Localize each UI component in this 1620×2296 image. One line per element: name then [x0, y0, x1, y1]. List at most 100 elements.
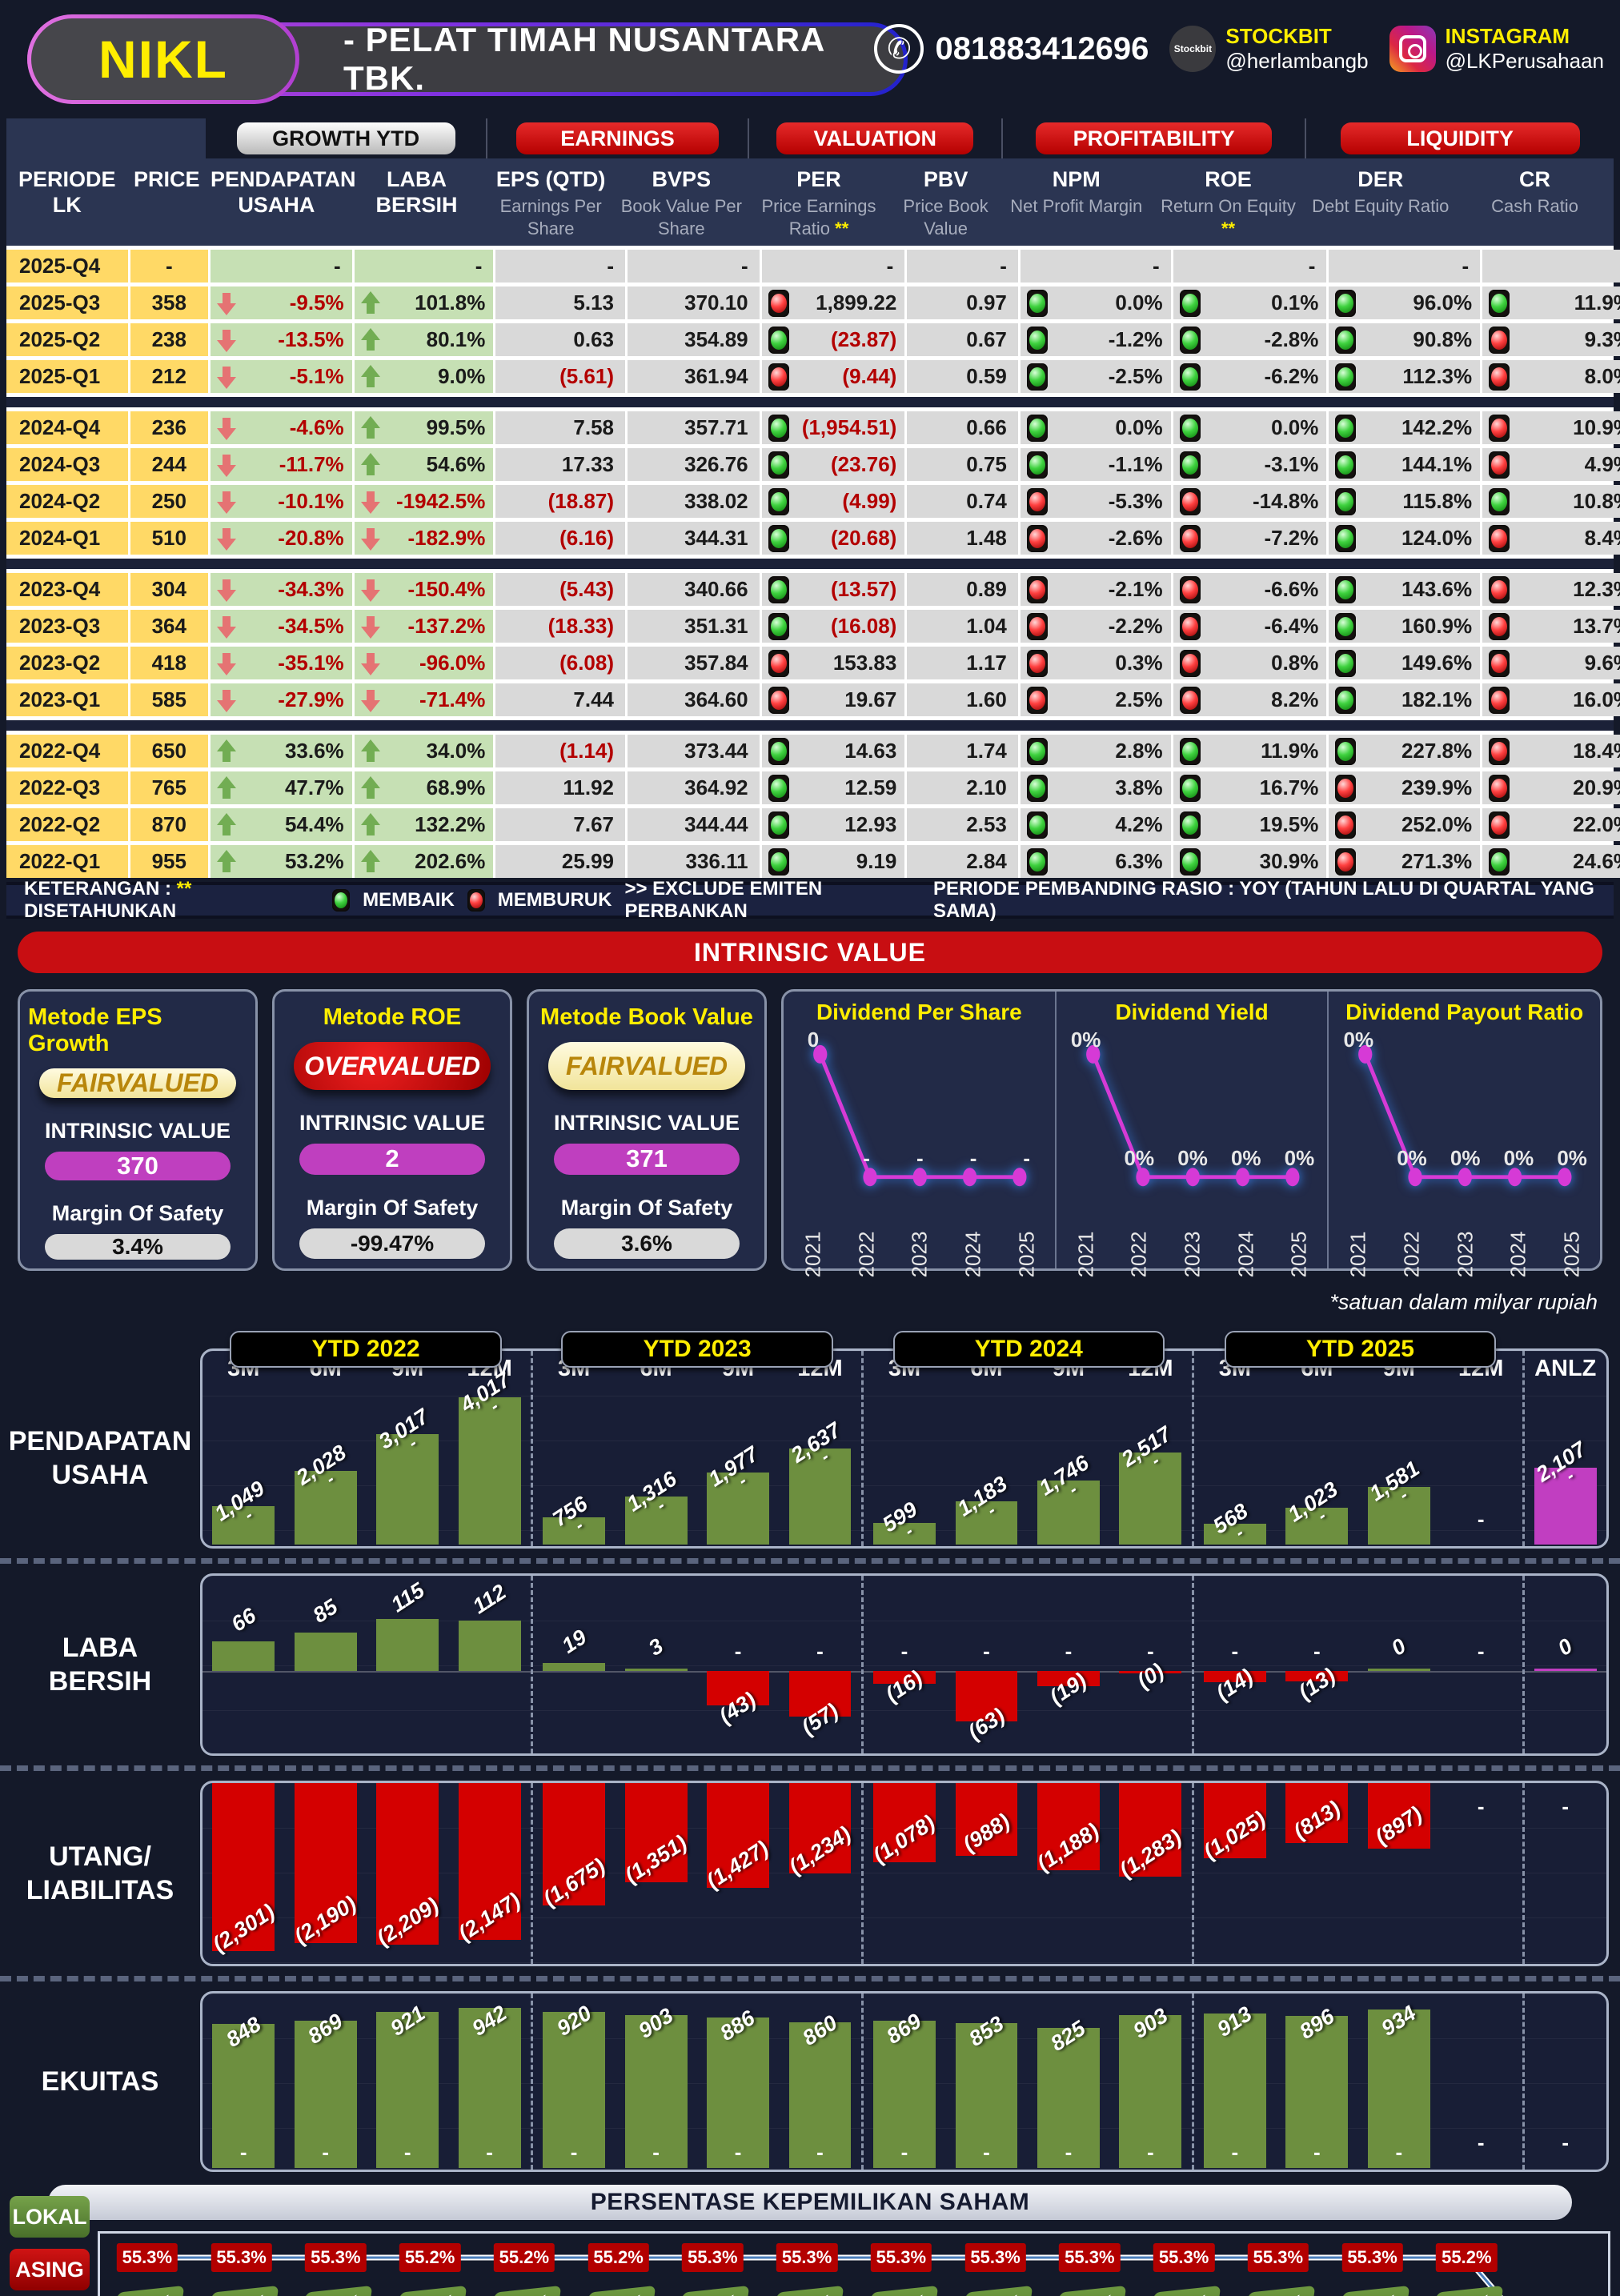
chart-column: 6M 1,183-	[945, 1351, 1027, 1546]
chart-column: 85	[284, 1576, 367, 1753]
cell-roe: -6.4%	[1173, 610, 1327, 643]
cell-npm: 4.2%	[1020, 808, 1171, 842]
bar-value: 0	[1387, 1633, 1411, 1661]
cell-pendapatan-growth: -27.9%	[210, 683, 352, 717]
traffic-light-red-icon	[1179, 612, 1201, 640]
valuation-status-badge: FAIRVALUED	[548, 1042, 745, 1090]
up-arrow-icon	[360, 775, 380, 800]
table-body: 2025-Q4-----------2025-Q3358-9.5%101.8%5…	[6, 246, 1620, 879]
chart-column: 869-	[284, 1993, 366, 2170]
cell-per: (9.44)	[761, 360, 905, 394]
cell-eps: (1.14)	[495, 735, 625, 768]
chart-row-separator	[0, 1976, 1620, 1982]
intrinsic-value: 2	[299, 1143, 485, 1175]
cell-laba-growth: 202.6%	[354, 845, 494, 879]
chart-column: - (16)	[863, 1576, 946, 1753]
margin-of-safety-label: Margin Of Safety	[306, 1195, 479, 1220]
cell-bvps: -	[628, 250, 760, 283]
table-row: 2023-Q1 585 -27.9% -71.4% 7.44 364.60 19.67 1.6…	[6, 683, 1620, 717]
neg-top-dash: -	[1065, 1639, 1073, 1664]
group-header-cell: EARNINGS	[486, 118, 747, 158]
bar-sub-dash: -	[403, 2140, 411, 2165]
cell-bvps: 364.60	[628, 683, 760, 717]
traffic-light-red-icon	[1179, 487, 1201, 515]
chart-column: (2,301)	[202, 1783, 284, 1964]
lokal-badge: 55.3%	[211, 2243, 272, 2273]
traffic-light-green-icon	[1179, 847, 1201, 876]
cell-cr: 8.4%	[1482, 522, 1620, 555]
cell-der: 227.8%	[1329, 735, 1481, 768]
chart-column: 66	[202, 1576, 285, 1753]
table-row: 2025-Q4-----------	[6, 250, 1620, 283]
chart-column: 6M 1,023-	[1276, 1351, 1357, 1546]
chart-column: 12M 2,637-	[779, 1351, 864, 1547]
column-header-3: LABA BERSIH	[375, 167, 458, 218]
traffic-light-green-icon	[768, 774, 789, 802]
cell-eps: (5.61)	[495, 360, 625, 394]
cell-pendapatan-growth: -5.1%	[210, 360, 352, 394]
traffic-light-green-icon	[1026, 737, 1048, 765]
cell-periode: 2025-Q1	[6, 360, 128, 394]
cell-periode: 2023-Q3	[6, 610, 128, 643]
ytd-pill: YTD 2022	[230, 1331, 502, 1368]
neg-top-dash: -	[983, 1639, 990, 1664]
year-separator	[6, 720, 1614, 731]
whatsapp-contact: ✆ 081883412696	[874, 24, 1149, 74]
chart-column: (2,190)	[284, 1783, 366, 1964]
instagram-handle[interactable]: @LKPerusahaan	[1445, 49, 1604, 73]
whatsapp-number[interactable]: 081883412696	[935, 30, 1149, 66]
chart-row: EKUITAS 848-869-921-942-920-903-886-860-8…	[0, 1991, 1620, 2173]
down-arrow-icon	[360, 490, 380, 514]
cell-eps: (18.87)	[495, 485, 625, 519]
cell-periode: 2025-Q2	[6, 323, 128, 357]
chart-columns: 3M 1,049-6M 2,028-9M 3,017-12M 4,017-3M 756-6…	[202, 1351, 1606, 1547]
stockbit-handle[interactable]: @herlambangb	[1225, 49, 1369, 73]
traffic-light-green-icon	[1179, 451, 1201, 479]
table-row: 2022-Q4 650 33.6% 34.0% (1.14) 373.44 14.63 1.7…	[6, 735, 1620, 768]
cell-cr: 20.9%	[1482, 771, 1620, 805]
point-label: 0%	[1070, 1028, 1101, 1052]
ytd-pill: YTD 2023	[561, 1331, 833, 1368]
chart-column: 112	[448, 1576, 533, 1754]
traffic-light-green-icon	[1335, 451, 1357, 479]
cell-bvps: 361.94	[628, 360, 760, 394]
cell-bvps: 336.11	[628, 845, 760, 879]
bar	[458, 1621, 521, 1672]
chart-column: 886-	[697, 1993, 779, 2170]
bar	[458, 1397, 521, 1545]
traffic-light-red-icon	[1179, 649, 1201, 677]
traffic-light-green-icon	[332, 889, 351, 912]
traffic-light-red-icon	[1179, 686, 1201, 714]
legend-lokal: LOKAL	[10, 2196, 90, 2238]
chart-column: - (57)	[779, 1576, 864, 1754]
cell-laba-growth: 132.2%	[354, 808, 494, 842]
cell-roe: 11.9%	[1173, 735, 1327, 768]
cell-bvps: 340.66	[628, 573, 760, 607]
cell-price: 510	[130, 522, 208, 555]
traffic-light-green-icon	[1335, 363, 1357, 391]
bar	[873, 1783, 936, 1862]
column-header-8: NPM Net Profit Margin	[1010, 167, 1143, 217]
traffic-light-red-icon	[1026, 649, 1048, 677]
chart-panel: 3M 1,049-6M 2,028-9M 3,017-12M 4,017-3M 756-6…	[200, 1348, 1609, 1549]
cell-roe: -7.2%	[1173, 522, 1327, 555]
period-label: ANLZ	[1534, 1356, 1597, 1382]
ticker-badge: NIKL	[27, 14, 299, 104]
cell-pendapatan-growth: -20.8%	[210, 522, 352, 555]
cell-laba-growth: 34.0%	[354, 735, 494, 768]
lokal-badge: 55.2%	[1436, 2243, 1498, 2273]
cell-eps: 25.99	[495, 845, 625, 879]
cell-price: 304	[130, 573, 208, 607]
cell-pbv: 0.59	[907, 360, 1018, 394]
up-arrow-icon	[360, 291, 380, 315]
bar-sub-dash: -	[1065, 2140, 1073, 2165]
bar	[1119, 1671, 1182, 1674]
traffic-light-red-icon	[1489, 575, 1510, 603]
traffic-light-green-icon	[1335, 649, 1357, 677]
bar	[1203, 1524, 1266, 1545]
bar	[1119, 2014, 1182, 2169]
cell-roe: -2.8%	[1173, 323, 1327, 357]
cell-der: 239.9%	[1329, 771, 1481, 805]
cell-roe: 19.5%	[1173, 808, 1327, 842]
traffic-light-green-icon	[1335, 612, 1357, 640]
